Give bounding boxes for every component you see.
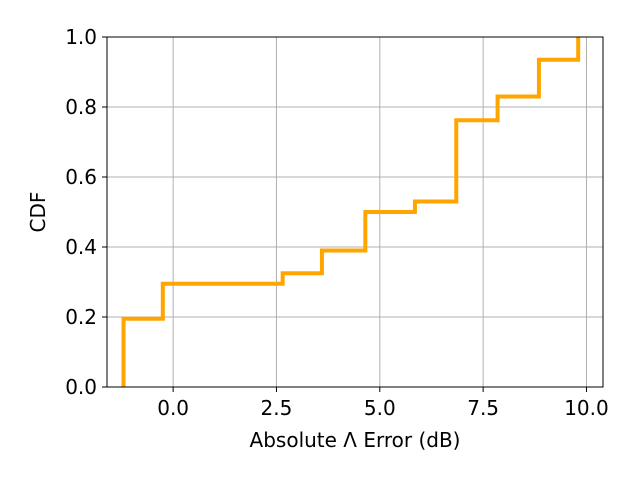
plot-frame <box>106 36 604 388</box>
ticks: 0.0 2.5 5.0 7.5 10.0 0.0 0.2 0.4 0.6 0.8 1.0 <box>65 25 609 420</box>
y-tick-label: 0.2 <box>65 305 97 329</box>
grid <box>107 36 603 388</box>
x-tick-label: 2.5 <box>261 396 293 420</box>
cdf-step-line <box>121 37 581 387</box>
x-tick-label: 7.5 <box>467 396 499 420</box>
x-axis-label: Absolute Λ Error (dB) <box>250 428 461 452</box>
y-tick-label: 0.6 <box>65 165 97 189</box>
x-tick-label: 0.0 <box>157 396 189 420</box>
y-tick-label: 0.4 <box>65 235 97 259</box>
y-tick-label: 0.8 <box>65 95 97 119</box>
y-tick-label: 1.0 <box>65 25 97 49</box>
series-layer <box>121 37 581 387</box>
y-axis-label: CDF <box>26 192 50 233</box>
x-tick-label: 5.0 <box>364 396 396 420</box>
x-tick-label: 10.0 <box>564 396 609 420</box>
y-tick-label: 0.0 <box>65 375 97 399</box>
